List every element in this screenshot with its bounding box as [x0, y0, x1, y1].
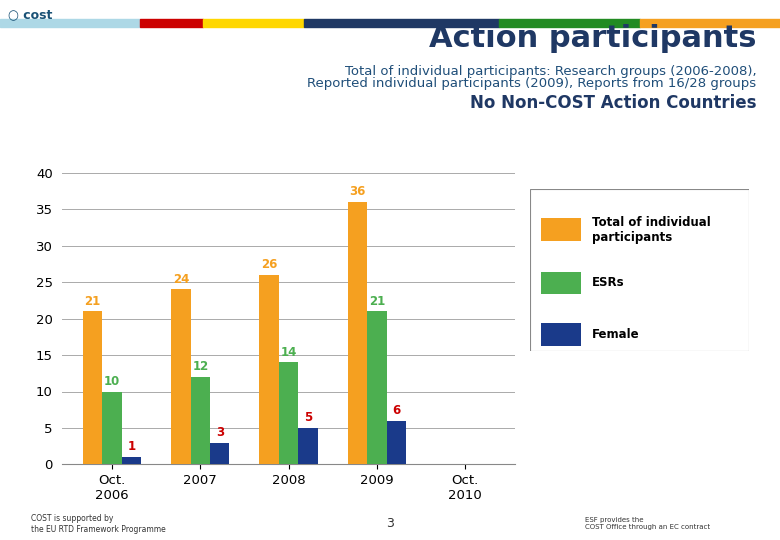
Text: Female: Female [591, 328, 639, 341]
Text: 1: 1 [127, 441, 136, 454]
Text: 36: 36 [349, 185, 366, 198]
Bar [304, 19, 499, 28]
Bar [102, 392, 122, 464]
Text: 24: 24 [172, 273, 189, 286]
Bar [541, 218, 580, 241]
Text: 21: 21 [84, 295, 101, 308]
Bar [348, 202, 367, 464]
Bar [172, 289, 190, 464]
Text: Total of individual participants: Research groups (2006-2008),: Total of individual participants: Resear… [345, 65, 757, 78]
Text: 12: 12 [192, 360, 208, 373]
Text: 6: 6 [392, 404, 400, 417]
Bar [541, 272, 580, 294]
Bar [499, 19, 640, 28]
Text: Reported individual participants (2009), Reports from 16/28 groups: Reported individual participants (2009),… [307, 77, 757, 90]
Text: 21: 21 [369, 295, 385, 308]
Bar [122, 457, 141, 464]
Bar [140, 19, 203, 28]
Bar [203, 19, 304, 28]
Bar [541, 323, 580, 346]
Text: No Non-COST Action Countries: No Non-COST Action Countries [470, 94, 757, 112]
Text: 5: 5 [304, 411, 312, 424]
Text: ESF provides the
COST Office through an EC contract: ESF provides the COST Office through an … [585, 517, 710, 530]
Bar [260, 275, 279, 464]
Text: 3: 3 [216, 426, 224, 439]
Text: ESRs: ESRs [591, 276, 624, 289]
Bar [0, 19, 140, 28]
Text: Total of individual
participants: Total of individual participants [591, 215, 711, 244]
Bar [210, 443, 229, 464]
Bar [640, 19, 780, 28]
Bar [190, 377, 210, 464]
Text: 26: 26 [261, 258, 278, 271]
Text: 14: 14 [281, 346, 296, 359]
Text: Action participants: Action participants [429, 24, 757, 53]
Bar [387, 421, 406, 464]
Text: 3: 3 [386, 517, 394, 530]
Text: COST is supported by
the EU RTD Framework Programme: COST is supported by the EU RTD Framewor… [31, 514, 166, 534]
Text: ○ cost: ○ cost [8, 8, 52, 22]
Text: 10: 10 [104, 375, 120, 388]
Bar [367, 311, 387, 464]
Bar [83, 311, 102, 464]
Bar [298, 428, 317, 464]
Bar [279, 362, 298, 464]
